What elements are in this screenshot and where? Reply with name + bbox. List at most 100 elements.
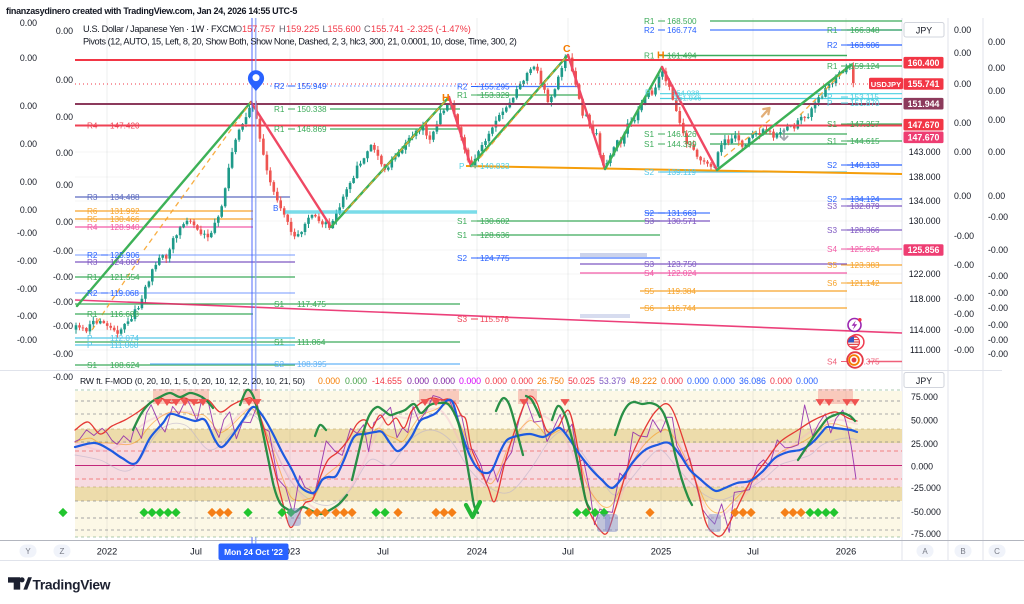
svg-text:49.222: 49.222 [630, 376, 657, 386]
svg-text:RW ft. F-MOD (0, 20, 10, 1, 5,: RW ft. F-MOD (0, 20, 10, 1, 5, 0, 20, 10… [80, 376, 305, 386]
svg-text:R1: R1 [274, 105, 285, 114]
svg-text:2024: 2024 [467, 547, 487, 557]
svg-text:147.420: 147.420 [110, 121, 140, 130]
svg-text:2025: 2025 [651, 547, 671, 557]
svg-text:P: P [645, 89, 651, 98]
svg-text:131.992: 131.992 [110, 207, 140, 216]
svg-text:0.00: 0.00 [20, 205, 37, 215]
svg-text:144.615: 144.615 [850, 137, 880, 146]
svg-text:Jul: Jul [190, 547, 202, 557]
svg-text:0.00: 0.00 [56, 180, 73, 190]
svg-text:2023: 2023 [280, 547, 300, 557]
svg-text:S1: S1 [644, 130, 654, 139]
svg-text:Jul: Jul [562, 547, 574, 557]
svg-text:-0.00: -0.00 [53, 297, 73, 307]
svg-text:155.600: 155.600 [328, 24, 361, 34]
svg-text:0.00: 0.00 [988, 147, 1005, 157]
svg-text:50.000: 50.000 [911, 416, 938, 426]
svg-text:S2: S2 [827, 161, 837, 170]
svg-text:161.494: 161.494 [667, 51, 697, 60]
svg-text:116.744: 116.744 [667, 304, 696, 313]
svg-text:USDJPY: USDJPY [871, 80, 901, 89]
svg-text:-0.00: -0.00 [53, 321, 73, 331]
svg-text:108.395: 108.395 [297, 360, 327, 369]
svg-text:163.606: 163.606 [850, 41, 880, 50]
svg-text:O: O [235, 24, 242, 34]
svg-text:0.00: 0.00 [988, 86, 1005, 96]
svg-text:124.775: 124.775 [480, 254, 510, 263]
svg-text:0.00: 0.00 [954, 147, 971, 157]
svg-text:R6: R6 [87, 207, 98, 216]
svg-text:139.119: 139.119 [667, 168, 696, 177]
svg-text:116.688: 116.688 [110, 310, 139, 319]
svg-text:150.338: 150.338 [297, 105, 327, 114]
svg-text:130.602: 130.602 [480, 217, 510, 226]
svg-text:P: P [827, 99, 833, 108]
svg-text:0.000: 0.000 [661, 376, 683, 386]
svg-text:S1: S1 [274, 300, 284, 309]
svg-text:123.383: 123.383 [850, 261, 880, 270]
svg-text:125.856: 125.856 [908, 245, 940, 255]
svg-text:R4: R4 [87, 121, 98, 130]
svg-text:0.00: 0.00 [56, 112, 73, 122]
svg-text:0.000: 0.000 [407, 376, 429, 386]
svg-text:-0.00: -0.00 [988, 271, 1008, 281]
svg-text:S3: S3 [457, 315, 467, 324]
svg-text:S1: S1 [457, 217, 467, 226]
svg-text:0.000: 0.000 [459, 376, 481, 386]
svg-text:Z: Z [60, 547, 65, 556]
svg-text:R5: R5 [87, 215, 98, 224]
svg-text:159.225: 159.225 [286, 24, 319, 34]
svg-text:S1: S1 [827, 120, 837, 129]
svg-text:R2: R2 [87, 289, 98, 298]
svg-text:153.329: 153.329 [480, 91, 510, 100]
svg-text:-25.000: -25.000 [911, 483, 941, 493]
svg-text:50.025: 50.025 [568, 376, 595, 386]
svg-text:S1: S1 [644, 140, 654, 149]
svg-text:A: A [922, 547, 928, 556]
svg-text:147.670: 147.670 [908, 120, 940, 130]
svg-text:-0.00: -0.00 [53, 349, 73, 359]
svg-text:155.949: 155.949 [297, 82, 327, 91]
svg-text:-2.325 (-1.47%): -2.325 (-1.47%) [407, 24, 471, 34]
svg-text:0.00: 0.00 [988, 191, 1005, 201]
svg-text:Jul: Jul [377, 547, 389, 557]
svg-text:S5: S5 [644, 287, 654, 296]
svg-text:C: C [563, 43, 571, 55]
svg-text:R3: R3 [87, 193, 98, 202]
svg-text:R1: R1 [87, 310, 98, 319]
svg-text:144.399: 144.399 [667, 140, 697, 149]
svg-text:75.000: 75.000 [911, 392, 938, 402]
svg-text:155.741: 155.741 [371, 24, 404, 34]
svg-text:159.124: 159.124 [850, 62, 880, 71]
svg-text:124.000: 124.000 [110, 258, 140, 267]
svg-text:0.00: 0.00 [20, 101, 37, 111]
svg-text:-0.00: -0.00 [53, 272, 73, 282]
svg-text:0.00: 0.00 [56, 75, 73, 85]
svg-text:0.00: 0.00 [954, 25, 971, 35]
svg-text:S6: S6 [644, 304, 654, 313]
svg-text:0.00: 0.00 [988, 63, 1005, 73]
svg-text:123.750: 123.750 [667, 260, 697, 269]
svg-text:-0.00: -0.00 [988, 349, 1008, 359]
svg-text:S1: S1 [87, 361, 97, 370]
svg-text:0.00: 0.00 [20, 139, 37, 149]
svg-text:147.670: 147.670 [908, 133, 940, 143]
svg-text:H: H [279, 24, 286, 34]
svg-text:-0.00: -0.00 [53, 372, 73, 382]
svg-text:155.741: 155.741 [908, 79, 940, 89]
svg-text:-0.00: -0.00 [17, 228, 37, 238]
svg-text:-0.00: -0.00 [954, 293, 974, 303]
svg-text:-0.00: -0.00 [954, 325, 974, 335]
svg-text:0.00: 0.00 [56, 217, 73, 227]
svg-text:-14.655: -14.655 [372, 376, 402, 386]
svg-text:-0.00: -0.00 [988, 212, 1008, 222]
svg-text:0.000: 0.000 [796, 376, 818, 386]
svg-text:160.400: 160.400 [908, 58, 940, 68]
svg-text:P: P [87, 334, 93, 343]
svg-text:0.000: 0.000 [433, 376, 455, 386]
svg-text:S1: S1 [274, 338, 284, 347]
svg-text:-0.00: -0.00 [988, 335, 1008, 345]
svg-text:S4: S4 [827, 357, 837, 366]
svg-text:0.000: 0.000 [911, 462, 933, 472]
